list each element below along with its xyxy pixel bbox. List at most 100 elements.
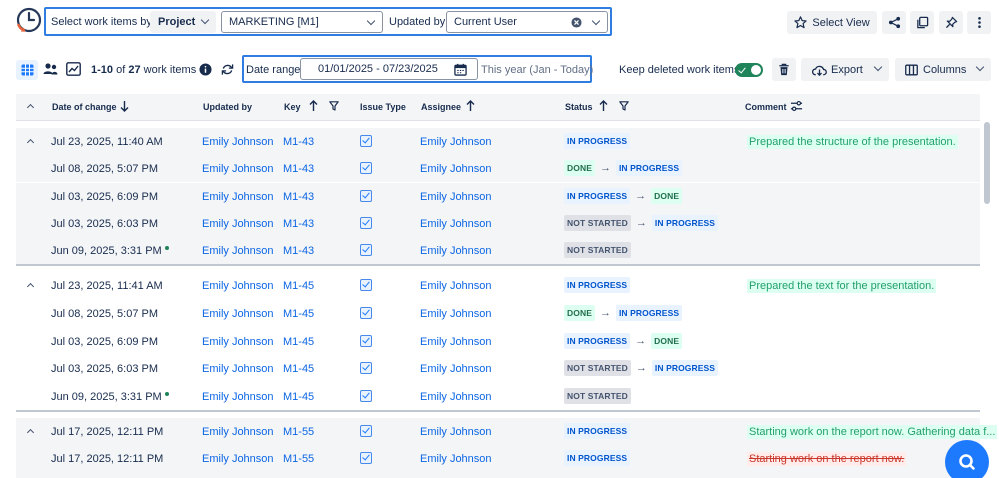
users-icon[interactable] [43,62,58,76]
cell-assignee[interactable]: Emily Johnson [420,453,492,465]
cell-key[interactable]: M1-43 [283,191,315,203]
table-row[interactable]: Jul 03, 2025, 6:09 PM Emily Johnson M1-4… [16,183,980,210]
cell-assignee[interactable]: Emily Johnson [420,308,492,320]
vertical-scrollbar[interactable] [984,122,990,204]
col-assignee[interactable]: Assignee [421,102,462,112]
copy-button[interactable] [910,11,934,34]
export-button[interactable]: Export [801,58,889,81]
cell-key[interactable]: M1-45 [283,363,315,375]
table-row[interactable]: Jun 09, 2025, 3:31 PM Emily Johnson M1-4… [16,237,980,264]
clear-icon[interactable] [571,17,582,28]
cell-key[interactable]: M1-43 [283,163,315,175]
created-dot-icon [164,246,169,250]
cell-assignee[interactable]: Emily Johnson [420,136,492,148]
share-button[interactable] [882,11,906,34]
cell-assignee[interactable]: Emily Johnson [420,363,492,375]
table-row[interactable]: Jul 17, 2025, 12:11 PM Emily Johnson M1-… [16,418,998,445]
collapse-all-chevron-icon[interactable] [26,103,35,112]
work-item-filter-highlight [44,7,612,36]
col-key[interactable]: Key [284,102,301,112]
cell-date: Jul 03, 2025, 6:03 PM [51,218,159,230]
cell-updated-by[interactable]: Emily Johnson [202,245,274,257]
cell-key[interactable]: M1-43 [283,136,315,148]
cell-assignee[interactable]: Emily Johnson [420,163,492,175]
grid-view-button[interactable] [16,60,38,80]
cell-assignee[interactable]: Emily Johnson [420,191,492,203]
cell-updated-by[interactable]: Emily Johnson [202,218,274,230]
col-updated-by[interactable]: Updated by [203,102,253,112]
table-row[interactable]: Jul 03, 2025, 6:03 PM Emily Johnson M1-4… [16,355,980,382]
task-type-icon [360,362,372,374]
cell-assignee[interactable]: Emily Johnson [420,218,492,230]
cell-updated-by[interactable]: Emily Johnson [202,426,274,438]
col-comment[interactable]: Comment [745,102,787,112]
filter-icon[interactable] [619,101,629,111]
table-row[interactable]: Jul 23, 2025, 11:41 AM Emily Johnson M1-… [16,272,980,299]
status-from-badge: IN PROGRESS [564,188,631,204]
table-row[interactable]: Jul 23, 2025, 11:40 AM Emily Johnson M1-… [16,128,980,155]
table-row[interactable]: Jul 03, 2025, 6:03 PM Emily Johnson M1-4… [16,210,980,237]
collapse-chevron-icon[interactable] [26,428,35,437]
cell-updated-by[interactable]: Emily Johnson [202,280,274,292]
status-badge: IN PROGRESS [564,423,631,439]
table-row[interactable]: Jul 03, 2025, 6:09 PM Emily Johnson M1-4… [16,328,980,355]
cell-updated-by[interactable]: Emily Johnson [202,336,274,348]
more-button[interactable] [967,11,991,34]
collapse-chevron-icon[interactable] [26,282,35,291]
cell-assignee[interactable]: Emily Johnson [420,245,492,257]
cell-key[interactable]: M1-45 [283,280,315,292]
sort-arrow-icon[interactable] [309,100,318,112]
sort-arrow-icon[interactable] [466,100,475,112]
cell-assignee[interactable]: Emily Johnson [420,391,492,403]
cell-assignee[interactable]: Emily Johnson [420,280,492,292]
table-row[interactable]: Jul 17, 2025, 12:11 PM Emily Johnson M1-… [16,445,980,478]
keep-deleted-toggle[interactable] [735,63,763,77]
copy-icon [916,16,928,29]
cell-key[interactable]: M1-45 [283,391,315,403]
delete-button[interactable] [772,58,796,81]
columns-button[interactable]: Columns [895,58,991,81]
sort-arrow-icon[interactable] [599,100,608,112]
select-by-dropdown[interactable]: Project [150,11,216,33]
filter-icon[interactable] [329,101,339,111]
collapse-chevron-icon[interactable] [26,138,35,147]
search-fab-button[interactable] [945,440,989,478]
cell-updated-by[interactable]: Emily Johnson [202,391,274,403]
cell-key[interactable]: M1-45 [283,308,315,320]
col-date[interactable]: Date of change [52,102,117,112]
arrow-right-icon: → [635,335,647,347]
cell-date: Jul 03, 2025, 6:03 PM [51,363,159,375]
select-view-button[interactable]: Select View [787,11,877,34]
cell-status: IN PROGRESS [564,450,631,466]
cell-updated-by[interactable]: Emily Johnson [202,191,274,203]
cell-updated-by[interactable]: Emily Johnson [202,308,274,320]
table-row[interactable]: Jul 08, 2025, 5:07 PM Emily Johnson M1-4… [16,300,980,327]
sort-arrow-icon[interactable] [120,100,129,112]
cell-assignee[interactable]: Emily Johnson [420,426,492,438]
cell-updated-by[interactable]: Emily Johnson [202,136,274,148]
cell-updated-by[interactable]: Emily Johnson [202,453,274,465]
refresh-icon[interactable] [221,63,234,76]
status-badge: NOT STARTED [564,242,631,258]
cell-key[interactable]: M1-43 [283,245,315,257]
cell-assignee[interactable]: Emily Johnson [420,336,492,348]
pin-button[interactable] [939,11,963,34]
share-icon [888,16,900,29]
chart-icon[interactable] [66,62,81,76]
status-to-badge: IN PROGRESS [651,360,719,376]
cell-key[interactable]: M1-55 [283,426,315,438]
cell-key[interactable]: M1-45 [283,336,315,348]
cell-key[interactable]: M1-55 [283,453,315,465]
cell-updated-by[interactable]: Emily Johnson [202,363,274,375]
date-range-input[interactable]: 01/01/2025 - 07/23/2025 [300,58,478,80]
col-issue-type[interactable]: Issue Type [360,102,406,112]
table-row[interactable]: Jul 08, 2025, 5:07 PM Emily Johnson M1-4… [16,155,980,182]
cell-updated-by[interactable]: Emily Johnson [202,163,274,175]
info-icon[interactable] [199,63,212,76]
project-select[interactable]: MARKETING [M1] [221,11,383,33]
updated-by-select[interactable]: Current User [446,11,608,33]
sliders-icon[interactable] [790,100,803,112]
table-row[interactable]: Jun 09, 2025, 3:31 PM Emily Johnson M1-4… [16,383,980,410]
col-status[interactable]: Status [565,102,593,112]
cell-key[interactable]: M1-43 [283,218,315,230]
